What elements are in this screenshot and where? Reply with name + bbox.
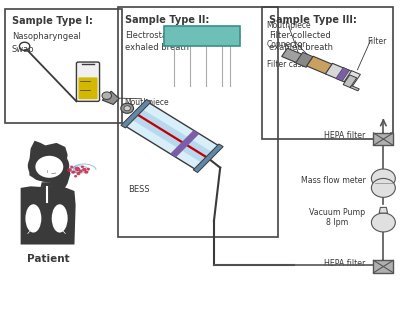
FancyBboxPatch shape — [78, 77, 98, 99]
Text: HEPA filter: HEPA filter — [324, 259, 366, 268]
Polygon shape — [282, 48, 311, 66]
Polygon shape — [350, 86, 359, 91]
Circle shape — [102, 92, 112, 100]
Polygon shape — [124, 102, 220, 170]
Circle shape — [372, 169, 395, 188]
Polygon shape — [344, 71, 360, 86]
Text: exhaled breath: exhaled breath — [126, 43, 190, 52]
Ellipse shape — [48, 200, 71, 238]
Circle shape — [35, 156, 63, 178]
Polygon shape — [21, 186, 76, 245]
FancyBboxPatch shape — [164, 26, 240, 46]
Polygon shape — [325, 63, 354, 83]
Text: Sample Type II:: Sample Type II: — [126, 15, 210, 25]
Circle shape — [124, 106, 130, 111]
Circle shape — [87, 168, 90, 170]
Circle shape — [78, 170, 82, 173]
Circle shape — [82, 168, 87, 172]
Ellipse shape — [52, 204, 68, 233]
Polygon shape — [102, 91, 119, 105]
Polygon shape — [121, 100, 151, 128]
Text: HEPA filter: HEPA filter — [324, 131, 366, 141]
Text: BESS: BESS — [128, 185, 150, 194]
Text: Nasopharyngeal: Nasopharyngeal — [12, 32, 81, 41]
Ellipse shape — [26, 204, 41, 233]
Polygon shape — [296, 52, 313, 67]
Polygon shape — [170, 130, 199, 157]
Polygon shape — [193, 144, 223, 173]
Polygon shape — [131, 108, 214, 164]
Text: Patient: Patient — [27, 254, 70, 264]
Text: Filter: Filter — [368, 37, 387, 46]
Text: High voltage supplies: High voltage supplies — [163, 33, 241, 39]
Circle shape — [71, 171, 75, 174]
Circle shape — [84, 171, 88, 174]
Ellipse shape — [22, 200, 45, 238]
Polygon shape — [40, 182, 54, 187]
Text: Mouthpiece: Mouthpiece — [124, 98, 169, 107]
Text: Swab: Swab — [12, 45, 34, 54]
Text: Electrostatically-collected: Electrostatically-collected — [126, 31, 234, 40]
Circle shape — [74, 167, 80, 171]
Polygon shape — [135, 113, 209, 159]
Circle shape — [74, 175, 77, 178]
Text: Filter-collected: Filter-collected — [269, 31, 331, 40]
Polygon shape — [379, 207, 388, 213]
Text: Sample Type I:: Sample Type I: — [12, 16, 93, 27]
Polygon shape — [343, 75, 357, 88]
Circle shape — [67, 168, 72, 172]
Circle shape — [372, 179, 395, 197]
Circle shape — [121, 103, 134, 113]
Text: Sample Type III:: Sample Type III: — [269, 15, 357, 25]
Circle shape — [76, 172, 80, 175]
Polygon shape — [29, 141, 70, 197]
Polygon shape — [307, 56, 332, 74]
Text: exahled breath: exahled breath — [269, 43, 333, 52]
Bar — [373, 133, 393, 145]
Bar — [373, 260, 393, 273]
Text: Mouthpiece: Mouthpiece — [266, 21, 311, 30]
Polygon shape — [336, 67, 350, 81]
Circle shape — [81, 166, 84, 168]
Circle shape — [70, 166, 73, 168]
Text: Vacuum Pump
8 lpm: Vacuum Pump 8 lpm — [309, 208, 366, 228]
FancyBboxPatch shape — [76, 62, 100, 101]
Circle shape — [28, 149, 69, 182]
Circle shape — [372, 213, 395, 232]
Text: Connector: Connector — [266, 40, 306, 49]
Text: Filter cassette: Filter cassette — [266, 60, 321, 70]
Text: Mass flow meter: Mass flow meter — [301, 175, 366, 185]
